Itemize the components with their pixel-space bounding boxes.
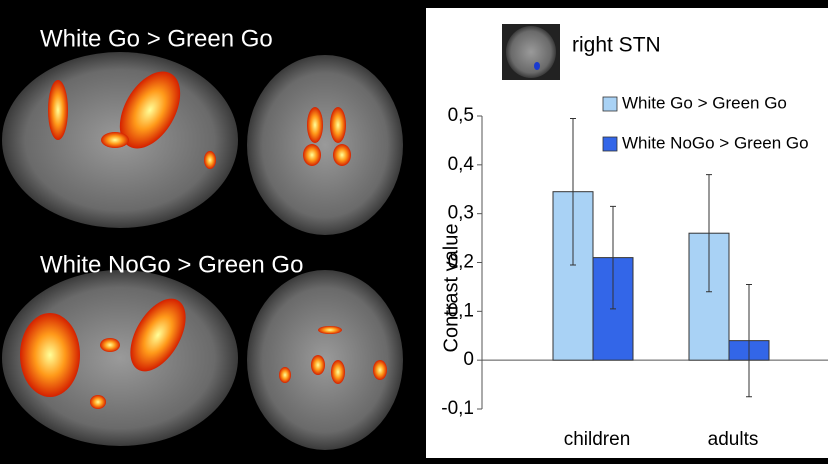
brain-coronal-top	[247, 55, 403, 235]
legend-swatch	[602, 96, 618, 112]
chart-panel	[426, 8, 828, 458]
error-bar	[610, 205, 616, 310]
y-tick-label: 0	[463, 349, 474, 370]
error-bar	[746, 283, 752, 398]
brain-coronal-bottom	[247, 270, 403, 450]
legend-label: White Go > Green Go	[622, 93, 787, 112]
x-tick-label: adults	[708, 429, 759, 450]
panel-label: White Go > Green Go	[40, 25, 273, 52]
error-bar	[570, 117, 576, 266]
legend-swatch	[602, 136, 618, 152]
y-tick-label: 0,5	[448, 105, 474, 126]
stn-thumbnail	[502, 24, 560, 80]
x-tick-label: children	[564, 429, 631, 450]
y-tick-label: -0,1	[441, 398, 474, 419]
error-bar	[706, 174, 712, 293]
panel-label: White NoGo > Green Go	[40, 251, 303, 278]
legend-label: White NoGo > Green Go	[622, 133, 809, 152]
chart-title: right STN	[572, 34, 661, 57]
brain-sagittal-bottom	[2, 270, 238, 446]
brain-sagittal-top	[2, 52, 238, 228]
y-tick-label: 0,2	[448, 252, 474, 273]
y-tick-label: 0,4	[448, 154, 475, 175]
y-axis-label: Contrast value	[440, 224, 462, 353]
y-tick-label: 0,1	[448, 300, 474, 321]
y-tick-label: 0,3	[448, 203, 474, 224]
